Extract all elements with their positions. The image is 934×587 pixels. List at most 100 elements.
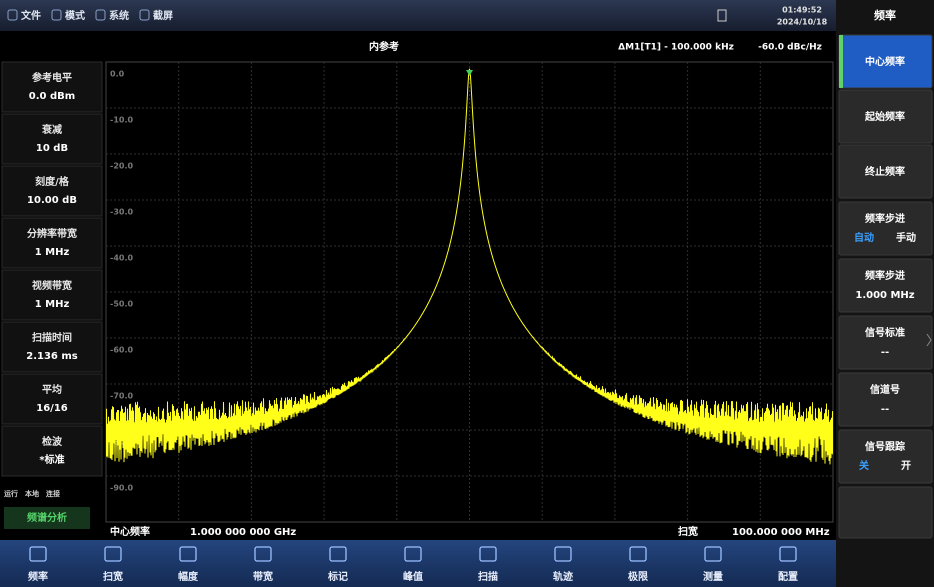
span-label: 扫宽 bbox=[678, 525, 698, 538]
soft-key-label: 信号跟踪 bbox=[865, 440, 905, 453]
soft-key-label: 信道号 bbox=[870, 383, 900, 396]
menu-label[interactable]: 频率 bbox=[28, 570, 48, 583]
menu-icon bbox=[704, 546, 722, 562]
menu-icon bbox=[179, 546, 197, 562]
span-value: 100.000 000 MHz bbox=[732, 527, 830, 538]
param-label: 参考电平 bbox=[32, 71, 72, 84]
soft-key-option: 自动 bbox=[854, 231, 874, 244]
menu-icon bbox=[254, 546, 272, 562]
device-icon bbox=[717, 9, 727, 22]
menu-label[interactable]: 配置 bbox=[778, 571, 798, 583]
soft-key-value: -- bbox=[881, 404, 889, 415]
soft-key bbox=[838, 258, 933, 313]
menu-label[interactable]: 带宽 bbox=[253, 570, 273, 583]
param-label: 检波 bbox=[42, 435, 63, 448]
menu-icon bbox=[479, 546, 497, 562]
menu-icon bbox=[404, 546, 422, 562]
y-label: -40.0 bbox=[110, 254, 133, 263]
param-value: 0.0 dBm bbox=[29, 91, 75, 102]
soft-key-label: 中心频率 bbox=[865, 55, 905, 68]
y-label: -10.0 bbox=[110, 116, 133, 125]
y-label: -50.0 bbox=[110, 300, 133, 309]
trace bbox=[106, 68, 833, 465]
param-box bbox=[1, 165, 103, 217]
time: 01:49:52 bbox=[782, 6, 822, 15]
menu-label[interactable]: 幅度 bbox=[178, 570, 199, 583]
menu-label[interactable]: 扫描 bbox=[478, 570, 498, 583]
soft-key-option: 手动 bbox=[896, 231, 916, 244]
soft-key-label: 起始频率 bbox=[864, 110, 905, 123]
param-label: 刻度/格 bbox=[35, 175, 70, 188]
menu-label[interactable]: 极限 bbox=[628, 570, 649, 583]
param-label: 视频带宽 bbox=[32, 279, 72, 292]
param-box bbox=[1, 425, 103, 477]
soft-key-value: -- bbox=[881, 347, 889, 358]
param-value: *标准 bbox=[39, 453, 64, 466]
menu-icon bbox=[554, 546, 572, 562]
soft-key-label: 信号标准 bbox=[865, 326, 905, 339]
panel-title: 频率 bbox=[874, 8, 896, 22]
status: 本地 bbox=[24, 489, 39, 498]
y-label: -90.0 bbox=[110, 484, 133, 493]
param-value: 16/16 bbox=[36, 403, 68, 414]
menu-label[interactable]: 峰值 bbox=[403, 570, 423, 583]
soft-key-indicator bbox=[839, 35, 843, 88]
y-label: -60.0 bbox=[110, 346, 133, 355]
param-box bbox=[1, 61, 103, 113]
soft-key bbox=[838, 201, 933, 256]
reference: 内参考 bbox=[369, 40, 399, 53]
y-label: 0.0 bbox=[110, 70, 125, 79]
marker-value: -60.0 dBc/Hz bbox=[758, 43, 822, 53]
y-label: -30.0 bbox=[110, 208, 133, 217]
param-box bbox=[1, 269, 103, 321]
param-box bbox=[1, 113, 103, 165]
param-value: 1 MHz bbox=[35, 299, 70, 310]
menu-label[interactable]: 标记 bbox=[327, 570, 348, 583]
param-value: 1 MHz bbox=[35, 247, 70, 258]
mode-box bbox=[4, 507, 90, 529]
soft-key bbox=[838, 372, 933, 427]
soft-key bbox=[838, 89, 933, 144]
y-label: -80.0 bbox=[110, 438, 133, 447]
menu-icon bbox=[779, 546, 797, 562]
param-label: 衰减 bbox=[41, 123, 62, 136]
menu-item: 截屏 bbox=[153, 9, 173, 22]
soft-key-label: 频率步进 bbox=[865, 269, 905, 282]
menu-icon bbox=[329, 546, 347, 562]
soft-key bbox=[838, 486, 933, 539]
menu-label[interactable]: 测量 bbox=[703, 570, 723, 583]
soft-key-option: 开 bbox=[901, 460, 911, 472]
menu-icon bbox=[7, 9, 18, 21]
param-label: 平均 bbox=[42, 383, 62, 396]
menu-label[interactable]: 轨迹 bbox=[553, 570, 573, 583]
y-label: -20.0 bbox=[110, 162, 133, 171]
marker: ΔM1[T1] - 100.000 kHz bbox=[618, 43, 734, 53]
marker-flag bbox=[466, 70, 473, 76]
menu-icon bbox=[139, 9, 150, 21]
param-label: 扫描时间 bbox=[32, 331, 72, 344]
date: 2024/10/18 bbox=[777, 18, 828, 27]
soft-key-option: 关 bbox=[859, 459, 869, 472]
more-arrow bbox=[926, 333, 932, 347]
y-label: -70.0 bbox=[110, 392, 133, 401]
soft-key-value: 1.000 MHz bbox=[855, 290, 914, 301]
soft-key bbox=[838, 429, 933, 484]
menu-icon bbox=[104, 546, 122, 562]
menu-label[interactable]: 扫宽 bbox=[103, 570, 123, 583]
param-box bbox=[1, 217, 103, 269]
top-bar bbox=[0, 0, 836, 31]
menu-item: 模式 bbox=[65, 9, 85, 22]
param-box bbox=[1, 321, 103, 373]
soft-key bbox=[838, 144, 933, 199]
menu-item: 系统 bbox=[109, 9, 129, 22]
menu-icon bbox=[95, 9, 106, 21]
menu-icon bbox=[29, 546, 47, 562]
menu-icon bbox=[629, 546, 647, 562]
center-label: 中心频率 bbox=[110, 525, 150, 538]
param-value: 10 dB bbox=[36, 143, 68, 154]
mode: 频谱分析 bbox=[27, 511, 67, 524]
soft-key-label: 频率步进 bbox=[865, 212, 905, 225]
param-label: 分辨率带宽 bbox=[27, 227, 77, 240]
soft-key bbox=[838, 315, 933, 370]
